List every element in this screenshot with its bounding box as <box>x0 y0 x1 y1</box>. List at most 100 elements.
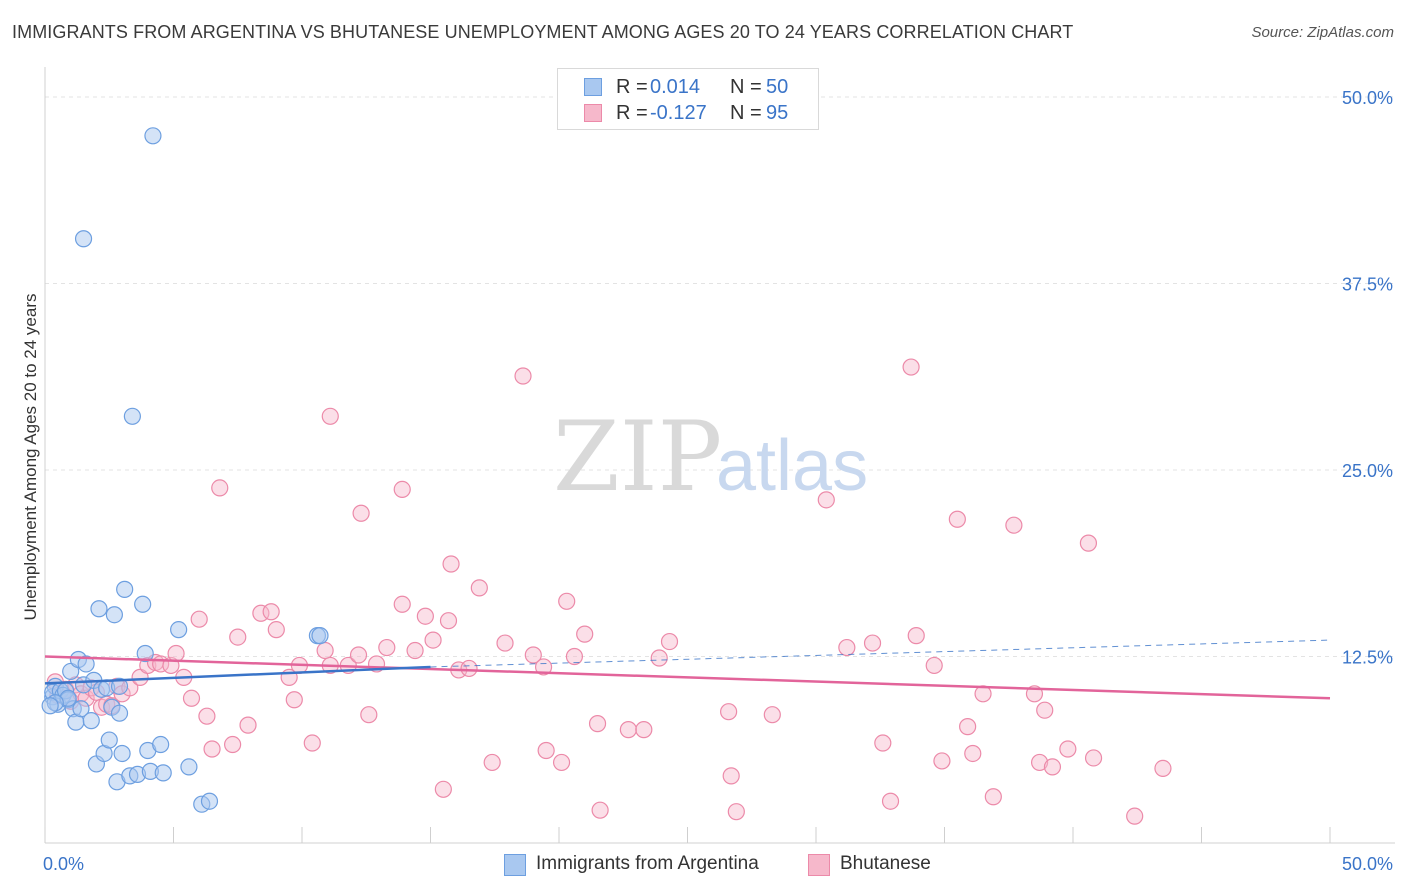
bhutanese-point <box>565 647 584 666</box>
argentina-point <box>200 792 219 810</box>
bhutanese-point <box>224 735 242 754</box>
argentina-point <box>152 735 170 754</box>
bhutanese-point <box>416 607 434 625</box>
bhutanese-point <box>817 491 835 509</box>
series-legend: Immigrants from Argentina Bhutanese <box>0 852 1406 878</box>
watermark: ZIP atlas <box>553 401 868 513</box>
argentina-point <box>100 731 118 749</box>
bhutanese-point <box>424 631 442 649</box>
tick-labels: 12.5% 25.0% 37.5% 50.0% 0.0% 50.0% <box>43 88 1393 874</box>
argentina-point <box>180 758 198 776</box>
bhutanese-point <box>1005 516 1023 534</box>
argentina-legend-swatch <box>504 854 526 876</box>
bhutanese-point <box>635 721 653 739</box>
x-tick-label: 50.0% <box>1342 854 1393 874</box>
y-tick-label: 25.0% <box>1342 461 1393 481</box>
source-credit: Source: ZipAtlas.com <box>1251 24 1394 41</box>
r-value: -0.127 <box>650 102 707 124</box>
bhutanese-point <box>959 718 977 736</box>
bhutanese-point <box>1084 749 1103 767</box>
bhutanese-point <box>167 644 185 663</box>
legend-label: Immigrants from Argentina <box>536 853 759 874</box>
bhutanese-point <box>360 706 378 724</box>
y-tick-label: 50.0% <box>1342 88 1393 108</box>
bhutanese-point <box>727 803 745 821</box>
bhutanese-point <box>650 649 668 667</box>
argentina-point <box>116 580 134 598</box>
argentina-point <box>82 712 100 730</box>
bhutanese-point <box>211 479 229 497</box>
stats-legend: R = 0.014 N = 50 R = -0.127 N = 95 <box>557 68 819 130</box>
r-label: R = <box>616 76 648 98</box>
bhutanese-point <box>524 646 542 664</box>
bhutanese-point <box>131 668 149 686</box>
bhutanese-point <box>460 659 478 678</box>
bhutanese-point <box>863 634 882 652</box>
bhutanese-point <box>552 753 571 772</box>
chart-title: IMMIGRANTS FROM ARGENTINA VS BHUTANESE U… <box>12 22 1074 42</box>
argentina-point <box>72 700 90 718</box>
argentina-point <box>136 644 154 663</box>
bhutanese-point <box>393 595 411 613</box>
legend-label: Bhutanese <box>840 853 931 874</box>
bhutanese-point <box>262 603 280 621</box>
bhutanese-point <box>285 691 303 709</box>
n-label: N = <box>730 102 762 124</box>
bhutanese-point <box>964 744 982 763</box>
bhutanese-point <box>948 510 966 528</box>
bhutanese-point <box>349 646 368 664</box>
r-label: R = <box>616 102 648 124</box>
argentina-point <box>144 127 162 145</box>
bhutanese-point <box>838 638 856 657</box>
bhutanese-point <box>483 753 501 772</box>
argentina-swatch <box>584 78 602 96</box>
bhutanese-point <box>378 638 396 657</box>
bhutanese-point <box>534 658 553 676</box>
bhutanese-point <box>434 780 452 798</box>
bhutanese-point <box>470 579 488 597</box>
bhutanese-point <box>902 358 920 376</box>
bhutanese-point <box>576 625 594 643</box>
argentina-point <box>90 600 108 618</box>
argentina-point <box>74 230 93 248</box>
bhutanese-point <box>933 752 951 770</box>
bhutanese-point <box>591 801 609 819</box>
grid <box>45 96 1395 657</box>
bhutanese-point <box>1030 753 1049 772</box>
argentina-point <box>123 407 141 425</box>
argentina-point <box>41 697 59 715</box>
bhutanese-point <box>907 627 925 645</box>
bhutanese-point <box>303 734 321 752</box>
bhutanese-point <box>763 706 781 724</box>
bhutanese-points <box>46 358 1172 825</box>
bhutanese-point <box>660 632 679 651</box>
argentina-point <box>134 595 152 613</box>
bhutanese-point <box>267 621 285 639</box>
bhutanese-legend-swatch <box>808 854 830 876</box>
x-tick-label: 0.0% <box>43 854 84 874</box>
argentina-point <box>170 621 188 639</box>
bhutanese-point <box>1126 807 1144 825</box>
bhutanese-point <box>1059 740 1077 758</box>
argentina-point <box>110 704 129 722</box>
bhutanese-point <box>229 628 247 646</box>
bhutanese-point <box>720 703 738 721</box>
bhutanese-point <box>1043 758 1062 776</box>
argentina-point <box>77 655 95 673</box>
argentina-trend-line <box>44 665 431 685</box>
n-value: 95 <box>766 102 789 124</box>
argentina-point <box>311 627 329 645</box>
bhutanese-point <box>321 407 339 425</box>
y-axis-label: Unemployment Among Ages 20 to 24 years <box>21 294 40 621</box>
watermark-atlas: atlas <box>716 426 868 506</box>
bhutanese-point <box>393 480 411 498</box>
argentina-point <box>62 662 80 681</box>
bhutanese-swatch <box>584 104 602 122</box>
axes <box>44 67 1395 844</box>
bhutanese-point <box>514 367 532 385</box>
bhutanese-point <box>439 612 458 630</box>
bhutanese-trend-line <box>44 655 1331 700</box>
bhutanese-point <box>198 707 216 725</box>
argentina-trend-extension <box>430 639 1331 668</box>
bhutanese-point <box>1079 534 1098 552</box>
